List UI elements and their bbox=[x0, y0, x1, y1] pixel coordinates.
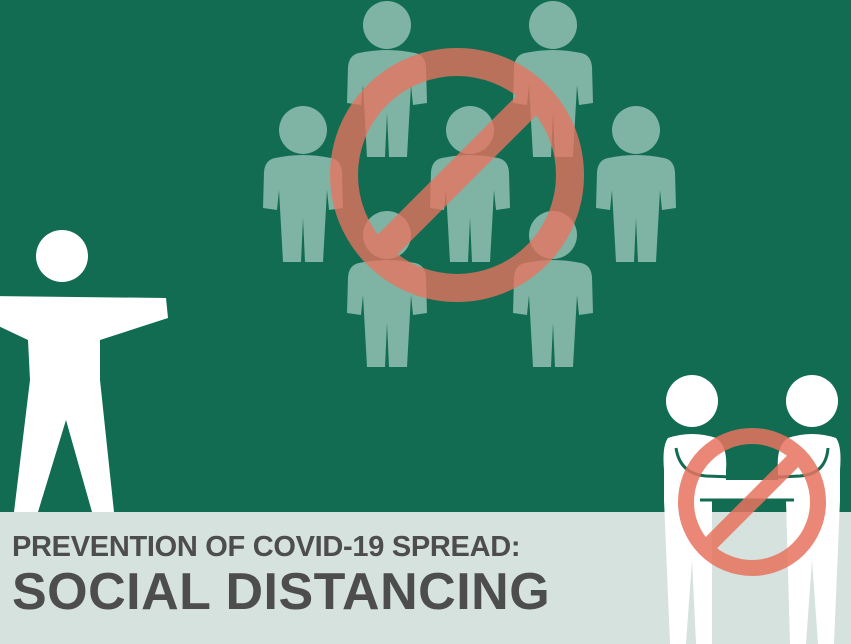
handshake-icon bbox=[663, 375, 841, 644]
person-arms-out-icon bbox=[0, 230, 168, 512]
poster-subtitle: PREVENTION OF COVID-19 SPREAD: bbox=[12, 531, 521, 563]
poster-heading: SOCIAL DISTANCING bbox=[12, 563, 551, 621]
prohibition-icon bbox=[330, 48, 584, 302]
poster-title: PREVENTION OF COVID-19 SPREAD: SOCIAL DI… bbox=[12, 530, 550, 620]
